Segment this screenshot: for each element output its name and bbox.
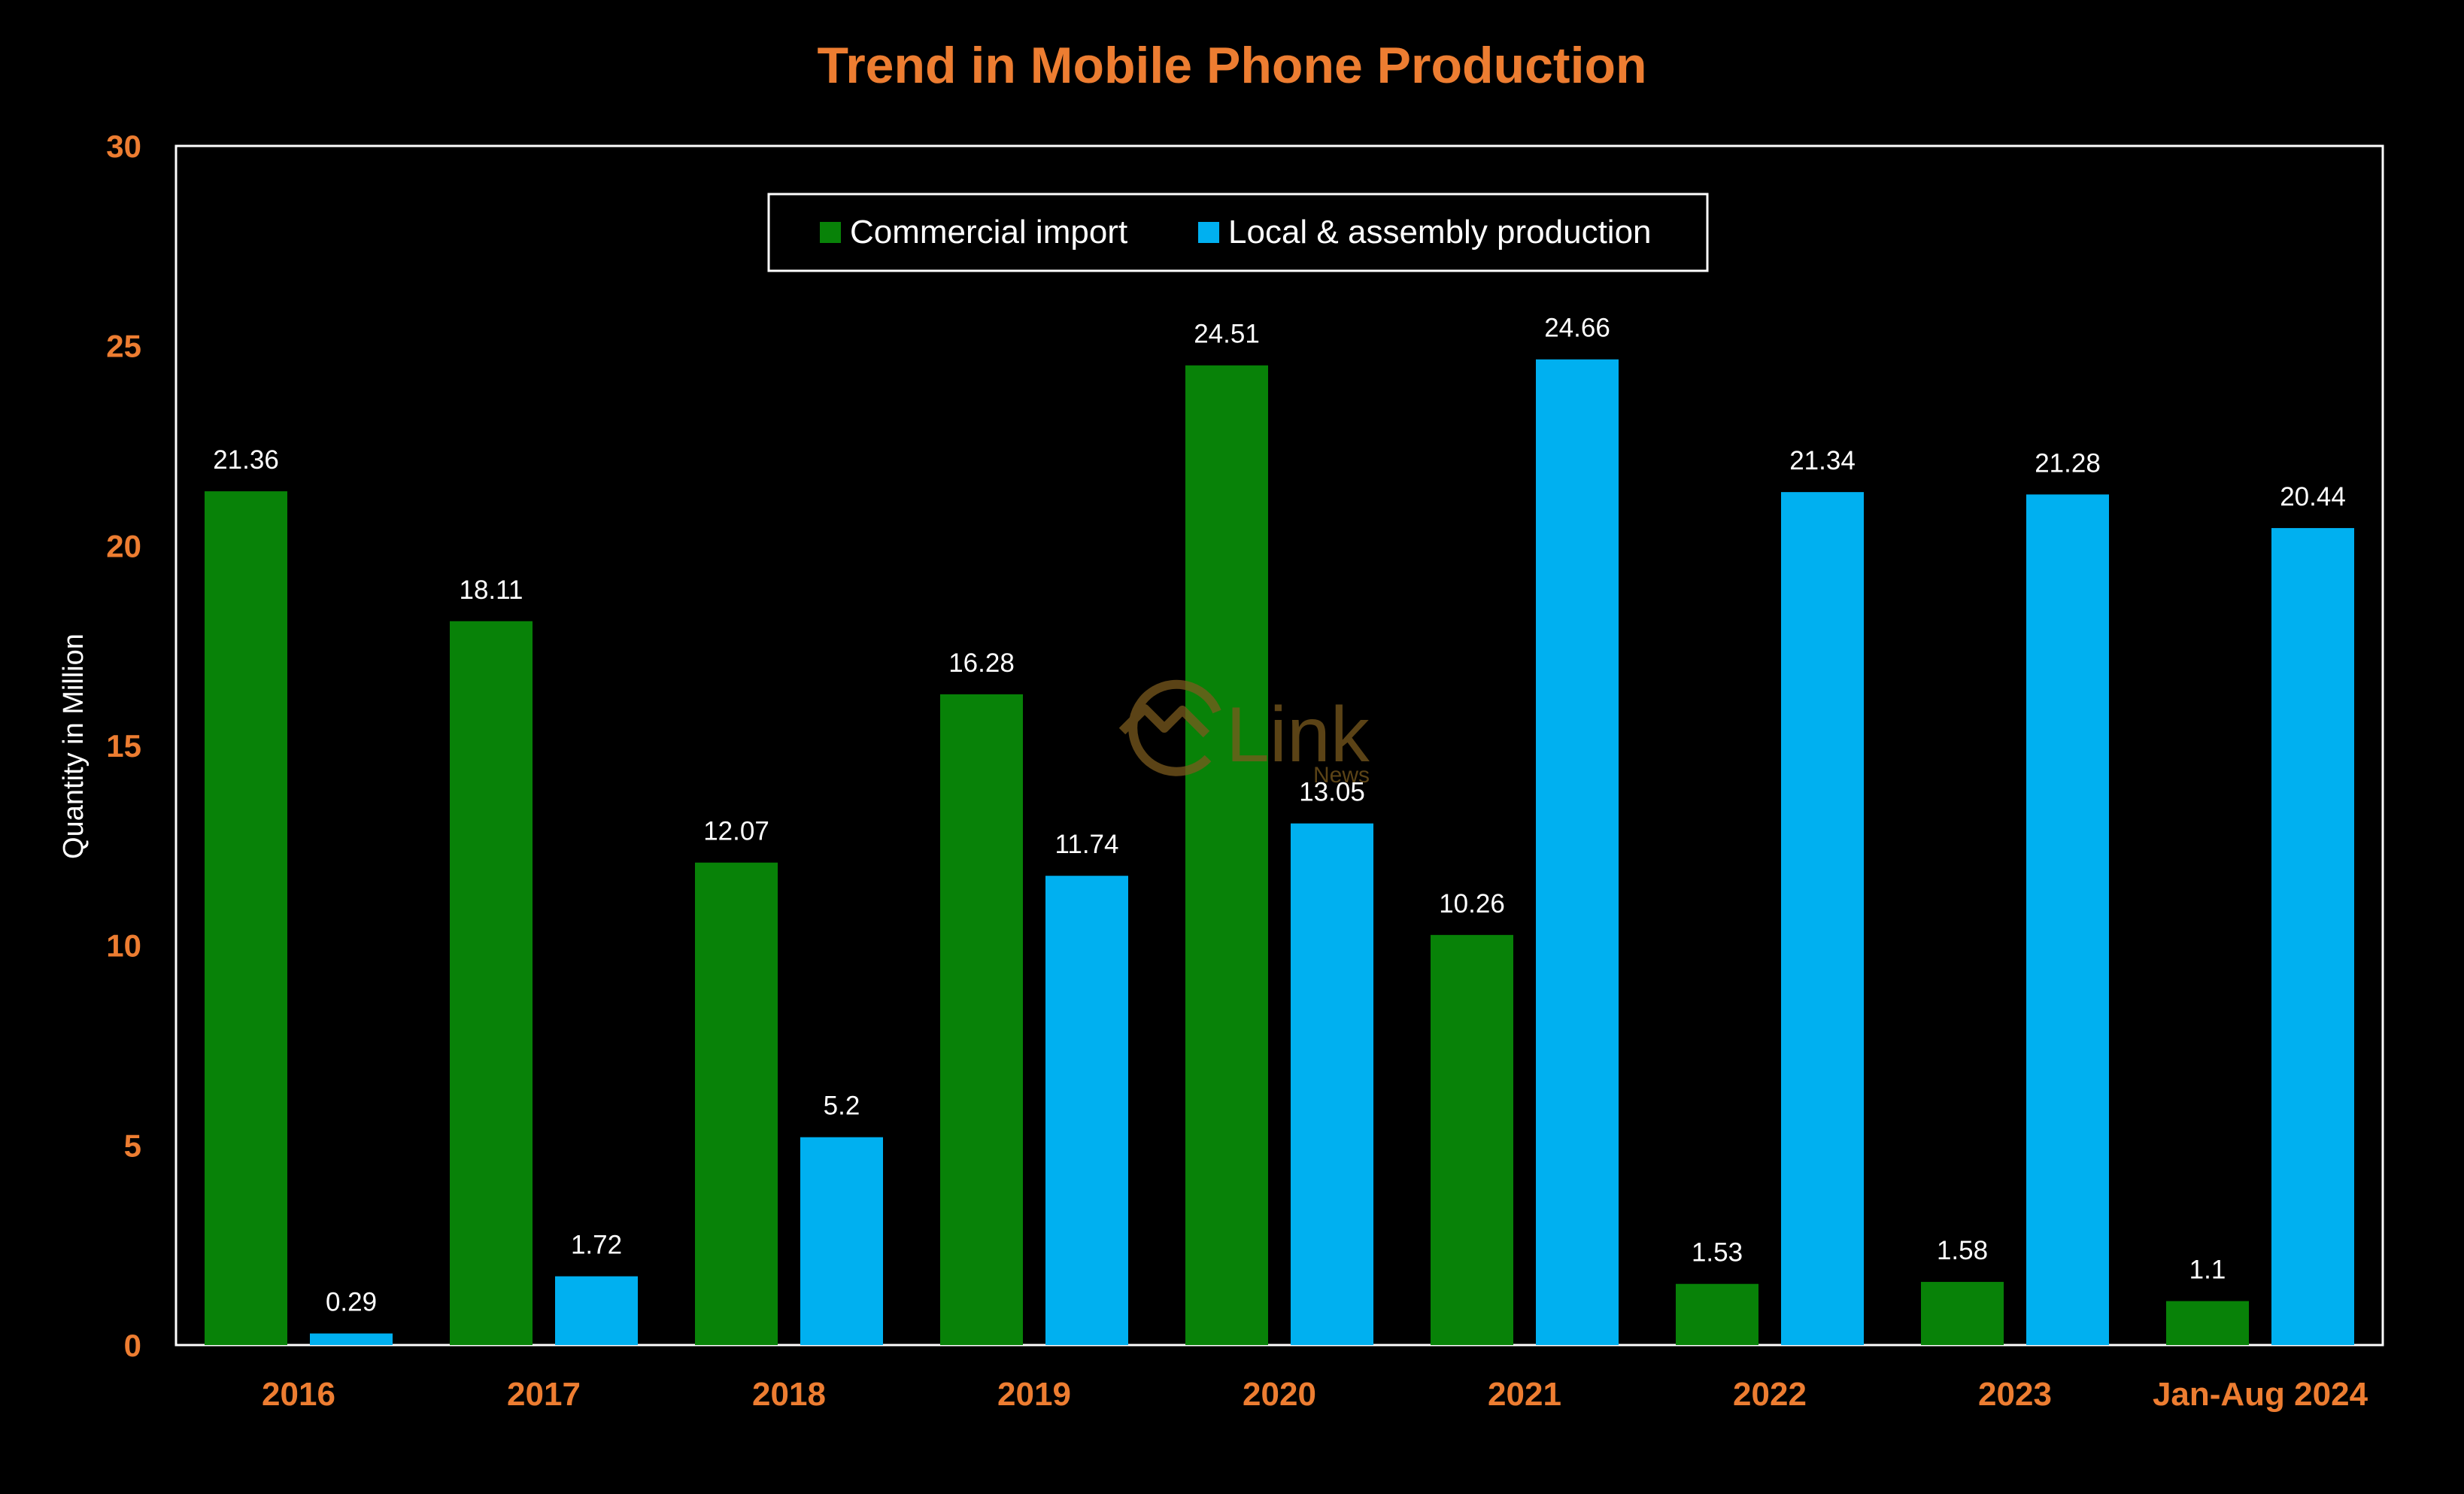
data-label: 18.11 [460, 575, 523, 605]
data-label: 1.72 [571, 1231, 622, 1260]
bar [555, 1276, 638, 1345]
y-axis-ticks: 0 5 10 15 20 25 30 [106, 129, 141, 1363]
bar [450, 621, 533, 1345]
chart-title: Trend in Mobile Phone Production [817, 37, 1646, 94]
data-label: 12.07 [703, 817, 769, 846]
y-axis-label: Quantity in Million [58, 633, 90, 859]
legend: Commercial import Local & assembly produ… [767, 193, 1709, 272]
bar [2166, 1301, 2249, 1345]
bar [1921, 1282, 2004, 1345]
y-tick-label: 5 [124, 1128, 141, 1163]
x-tick-label: 2022 [1733, 1376, 1807, 1413]
data-label: 0.29 [326, 1288, 377, 1317]
bar [1431, 934, 1513, 1345]
bar [2271, 527, 2354, 1346]
data-label: 13.05 [1299, 778, 1365, 807]
bar [940, 694, 1023, 1345]
data-label: 24.51 [1194, 320, 1260, 349]
bar [800, 1137, 883, 1345]
x-tick-label: 2016 [262, 1376, 335, 1413]
y-tick-label: 10 [106, 928, 141, 964]
data-label: 16.28 [948, 648, 1015, 678]
legend-frame [767, 193, 1709, 272]
bar [205, 491, 287, 1345]
data-label: 21.36 [213, 445, 279, 475]
data-label: 1.58 [1937, 1236, 1988, 1265]
bars [205, 359, 2354, 1346]
watermark-subtext: News [1313, 763, 1370, 788]
watermark-logo: Link News [1118, 679, 1370, 788]
y-tick-label: 15 [106, 728, 141, 764]
plot-area-frame [174, 144, 2384, 1347]
bar [695, 862, 778, 1345]
bar [1291, 823, 1373, 1345]
data-label: 5.2 [824, 1092, 860, 1121]
x-tick-label: 2023 [1978, 1376, 2052, 1413]
data-label: 10.26 [1439, 889, 1505, 919]
chart-trend-icon [1118, 679, 1221, 776]
data-label: 1.53 [1692, 1238, 1743, 1268]
bar [1676, 1283, 1758, 1345]
bar [2026, 494, 2109, 1345]
watermark-text: Link [1226, 691, 1370, 779]
legend-swatch-local-assembly-production [1198, 222, 1219, 243]
data-labels: 21.36 0.29 18.11 1.72 12.07 5.2 16.28 11.74 24.5… [213, 314, 2346, 1317]
bar [1536, 359, 1619, 1346]
legend-swatch-commercial-import [820, 222, 841, 243]
x-tick-label: 2020 [1243, 1376, 1316, 1413]
x-tick-label: 2017 [507, 1376, 581, 1413]
data-label: 1.1 [2189, 1256, 2226, 1285]
bar [310, 1333, 393, 1345]
bar [1781, 492, 1864, 1345]
bar [1045, 876, 1128, 1345]
x-tick-label: 2019 [997, 1376, 1071, 1413]
legend-label-local-assembly-production: Local & assembly production [1228, 214, 1652, 251]
y-tick-label: 30 [106, 129, 141, 164]
data-label: 20.44 [2280, 482, 2346, 512]
y-tick-label: 20 [106, 528, 141, 563]
data-label: 21.34 [1789, 446, 1856, 475]
legend-label-commercial-import: Commercial import [850, 214, 1127, 251]
y-tick-label: 0 [124, 1328, 141, 1363]
data-label: 24.66 [1544, 314, 1610, 343]
x-tick-label: 2018 [752, 1376, 826, 1413]
x-tick-label: 2021 [1488, 1376, 1561, 1413]
data-label: 11.74 [1055, 830, 1119, 859]
bar [1185, 365, 1268, 1345]
data-label: 21.28 [2035, 448, 2101, 478]
x-tick-label: Jan-Aug 2024 [2153, 1376, 2368, 1413]
x-axis-ticks: 2016 2017 2018 2019 2020 2021 2022 2023 Jan-Aug … [262, 1376, 2368, 1413]
y-tick-label: 25 [106, 329, 141, 364]
